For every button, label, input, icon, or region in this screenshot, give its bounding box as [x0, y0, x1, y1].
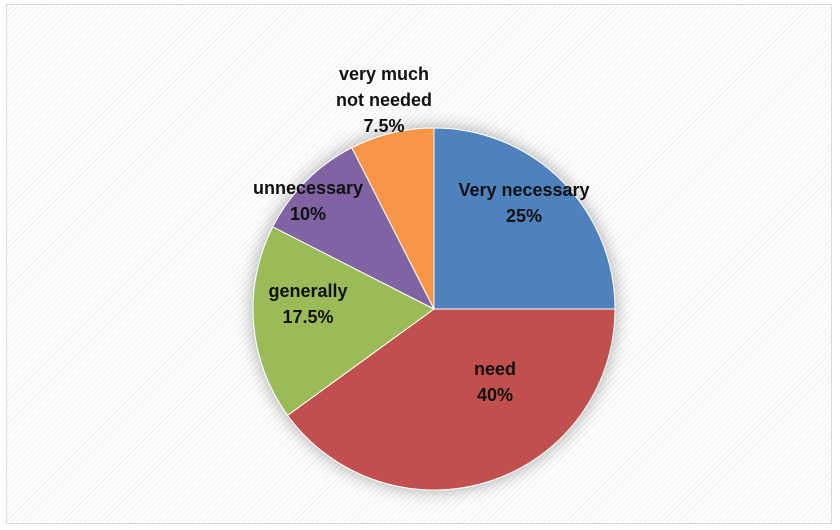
slice-percent-need: 40% — [477, 385, 513, 405]
pie-slice-need — [286, 308, 616, 491]
pie-slice-very-necessary — [433, 127, 616, 310]
pie-slice-generally — [252, 226, 435, 417]
slice-percent-unnecessary: 10% — [290, 204, 326, 224]
slice-percent-generally: 17.5% — [282, 307, 333, 327]
slice-name-very-much-not-needed: not needed — [336, 90, 432, 110]
slice-label-need: need 40% — [474, 359, 516, 405]
slice-name-generally: generally — [268, 281, 347, 301]
pie-slices — [252, 127, 616, 491]
slice-label-unnecessary: unnecessary 10% — [253, 178, 363, 224]
slice-name-need: need — [474, 359, 516, 379]
slice-name-very-necessary: Very necessary — [458, 180, 589, 200]
pie-slice-unnecessary — [272, 147, 436, 311]
slice-name-very-much-not-needed: very much — [339, 64, 429, 84]
pie-slice-very-much-not-needed — [351, 127, 435, 310]
slice-percent-very-necessary: 25% — [506, 206, 542, 226]
slice-name-unnecessary: unnecessary — [253, 178, 363, 198]
slice-label-very-much-not-needed: very much not needed 7.5% — [336, 64, 432, 136]
pie-labels: Very necessary 25% need 40% generally 17.5% un… — [253, 64, 590, 405]
slice-label-very-necessary: Very necessary 25% — [458, 180, 589, 226]
slice-label-generally: generally 17.5% — [268, 281, 347, 327]
slice-percent-very-much-not-needed: 7.5% — [363, 116, 404, 136]
